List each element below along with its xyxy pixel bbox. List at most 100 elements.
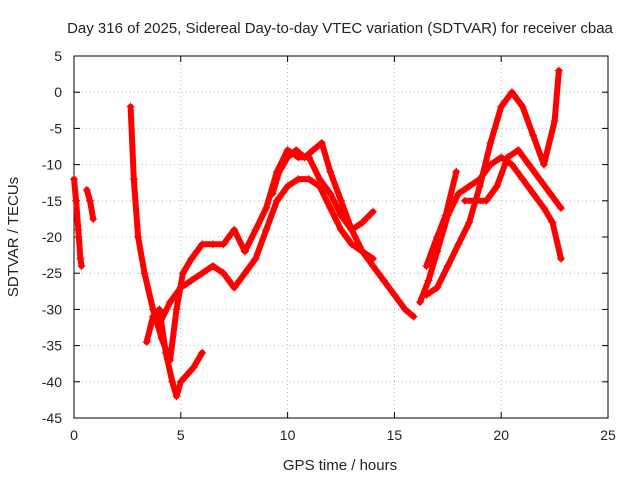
x-tick-label: 25 bbox=[600, 427, 616, 443]
data-point bbox=[300, 153, 309, 162]
data-point bbox=[70, 175, 78, 184]
data-point bbox=[176, 377, 185, 386]
series-arc-10 bbox=[422, 167, 461, 270]
data-point bbox=[337, 196, 345, 205]
series-arc-2 bbox=[82, 185, 98, 223]
data-point bbox=[198, 348, 207, 357]
data-point bbox=[240, 269, 249, 278]
data-point bbox=[126, 102, 135, 111]
data-point bbox=[283, 153, 292, 162]
data-point bbox=[176, 283, 185, 292]
y-tick-label: -20 bbox=[42, 229, 62, 245]
y-tick-label: -40 bbox=[42, 374, 62, 390]
data-point bbox=[539, 160, 548, 169]
data-point bbox=[347, 240, 356, 249]
data-point bbox=[251, 225, 260, 234]
data-point bbox=[452, 167, 461, 176]
data-point bbox=[507, 88, 516, 97]
data-point bbox=[416, 298, 425, 307]
data-point bbox=[401, 305, 410, 314]
data-point bbox=[294, 175, 303, 184]
data-point bbox=[441, 211, 450, 220]
x-tick-label: 20 bbox=[493, 427, 509, 443]
data-point bbox=[529, 189, 538, 198]
x-axis-title: GPS time / hours bbox=[283, 457, 397, 474]
data-point bbox=[155, 305, 164, 314]
data-point bbox=[433, 233, 442, 241]
data-point bbox=[535, 175, 544, 184]
data-point bbox=[518, 175, 527, 184]
series-arc-8 bbox=[422, 66, 563, 299]
data-point bbox=[503, 153, 512, 162]
data-point bbox=[424, 276, 433, 285]
data-point bbox=[262, 204, 271, 213]
data-point bbox=[326, 189, 335, 198]
data-point bbox=[433, 283, 442, 292]
data-point bbox=[497, 102, 506, 111]
data-point bbox=[524, 160, 533, 169]
data-point bbox=[304, 175, 313, 184]
data-point bbox=[460, 196, 469, 205]
data-point bbox=[292, 146, 301, 155]
data-point bbox=[129, 175, 138, 184]
data-point bbox=[134, 233, 143, 241]
data-point bbox=[309, 146, 318, 155]
data-point bbox=[230, 283, 239, 292]
data-point bbox=[475, 182, 484, 191]
data-point bbox=[557, 204, 566, 213]
y-tick-label: 5 bbox=[54, 48, 62, 64]
y-axis-title: SDTVAR / TECUs bbox=[5, 177, 22, 297]
data-point bbox=[514, 146, 523, 155]
tick-labels: 0 5 10 15 20 25 5 0 -5 -10 -15 -20 -25 -30 -35 -40 -45 bbox=[42, 48, 616, 443]
data-point bbox=[315, 182, 324, 191]
y-tick-label: -45 bbox=[42, 410, 62, 426]
series-trace bbox=[423, 67, 562, 298]
data-point bbox=[219, 269, 228, 278]
data-point bbox=[347, 225, 356, 234]
data-point bbox=[315, 175, 324, 184]
data-point bbox=[219, 240, 228, 249]
series-trace bbox=[423, 168, 460, 269]
data-point bbox=[358, 218, 367, 227]
data-point bbox=[326, 167, 335, 176]
data-point bbox=[471, 196, 480, 205]
data-point bbox=[548, 218, 557, 227]
series-arc-6 bbox=[268, 138, 418, 321]
data-point bbox=[82, 185, 91, 194]
data-point bbox=[89, 214, 98, 223]
y-tick-label: -15 bbox=[42, 193, 62, 209]
data-point bbox=[390, 290, 399, 299]
x-tick-label: 5 bbox=[177, 427, 185, 443]
data-point bbox=[546, 189, 555, 198]
series-arc-1 bbox=[70, 175, 86, 270]
series-trace bbox=[143, 306, 206, 400]
y-tick-label: -30 bbox=[42, 301, 62, 317]
data-point bbox=[149, 312, 158, 321]
y-tick-label: -35 bbox=[42, 338, 62, 354]
data-point bbox=[187, 276, 196, 285]
series-trace bbox=[269, 139, 417, 320]
data-point bbox=[72, 196, 81, 205]
data-point bbox=[557, 254, 566, 263]
x-tick-label: 10 bbox=[280, 427, 296, 443]
data-point bbox=[155, 319, 164, 328]
chart-title: Day 316 of 2025, Sidereal Day-to-day VTE… bbox=[67, 20, 613, 37]
data-point bbox=[465, 182, 474, 191]
data-point bbox=[272, 196, 281, 205]
data-point bbox=[77, 261, 86, 270]
x-tick-label: 15 bbox=[387, 427, 403, 443]
data-point bbox=[178, 269, 187, 278]
data-point bbox=[283, 182, 292, 191]
data-point bbox=[369, 261, 378, 270]
data-point bbox=[409, 312, 418, 321]
data-point bbox=[326, 204, 335, 213]
y-tick-label: -25 bbox=[42, 265, 62, 281]
data-point bbox=[268, 189, 277, 198]
x-tick-label: 0 bbox=[70, 427, 78, 443]
y-tick-label: 0 bbox=[54, 84, 62, 100]
data-point bbox=[550, 117, 559, 126]
data-point bbox=[317, 138, 326, 147]
data-point bbox=[142, 337, 151, 346]
series-arc-7 bbox=[416, 153, 566, 307]
